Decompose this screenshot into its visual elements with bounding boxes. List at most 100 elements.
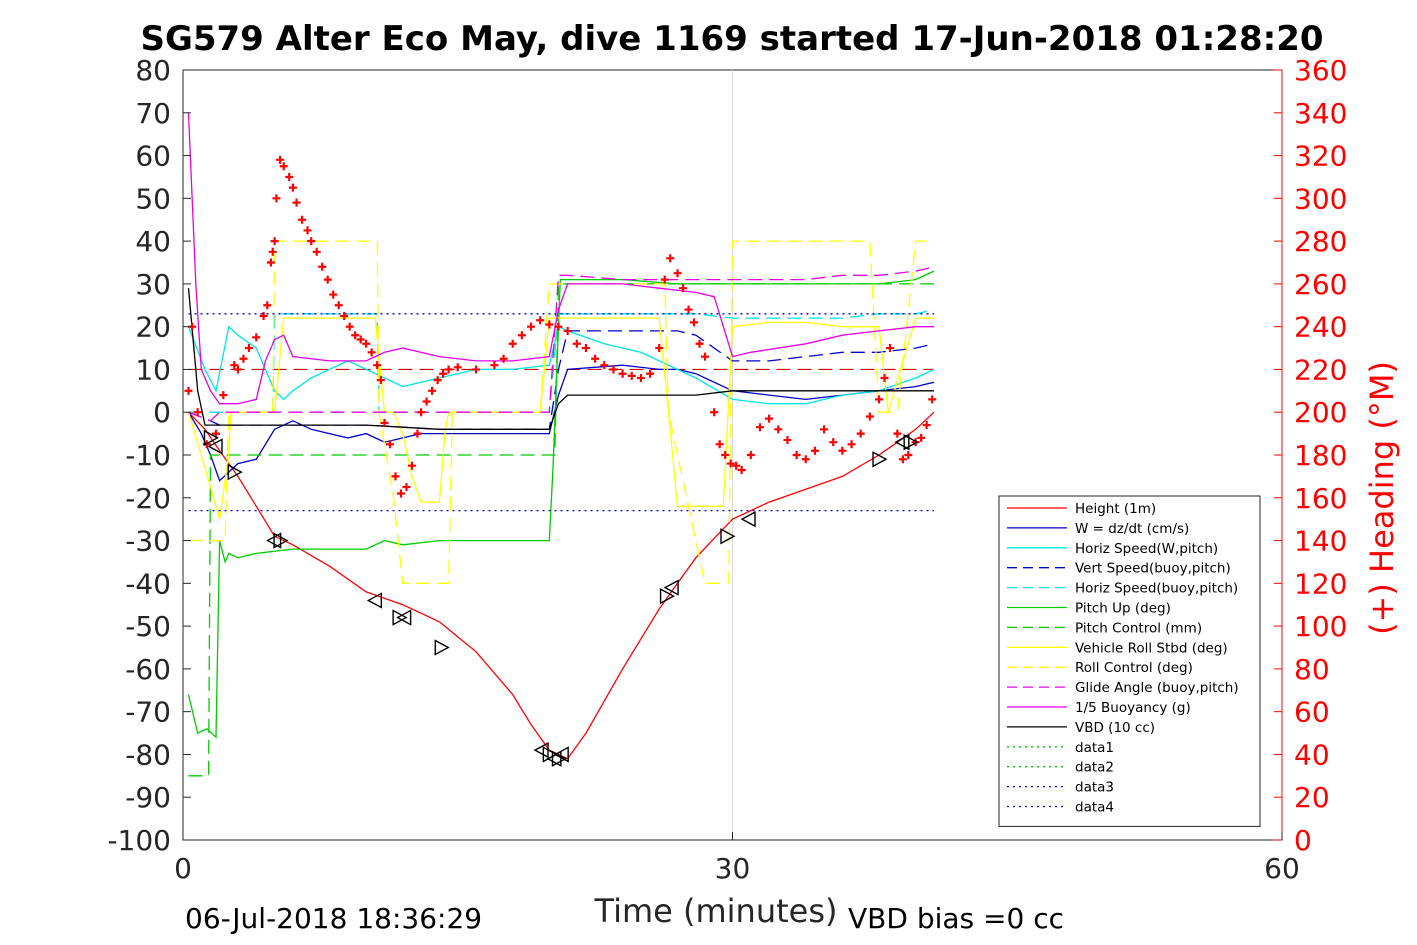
- left-tick-label: -70: [125, 696, 171, 729]
- x-axis-label: Time (minutes): [594, 892, 838, 930]
- heading-marker: [655, 344, 664, 353]
- heading-marker: [666, 254, 675, 263]
- heading-marker: [233, 365, 242, 374]
- heading-marker: [345, 322, 354, 331]
- heading-marker: [439, 369, 448, 378]
- right-y-axis-label: (+) Heading (°M): [1363, 361, 1401, 635]
- turn-marker: [903, 433, 919, 451]
- heading-marker: [508, 339, 517, 348]
- heading-marker: [755, 423, 764, 432]
- turn-marker: [203, 429, 219, 447]
- heading-marker: [433, 376, 442, 385]
- turn-marker: [207, 438, 223, 455]
- heading-marker: [340, 311, 349, 320]
- legend-label: data2: [1075, 760, 1114, 776]
- right-tick-label: 240: [1294, 311, 1347, 344]
- right-tick-label: 320: [1294, 140, 1347, 173]
- heading-marker: [453, 363, 462, 372]
- heading-marker: [847, 440, 856, 449]
- turn-marker: [659, 587, 676, 605]
- legend-label: Vehicle Roll Stbd (deg): [1075, 640, 1228, 656]
- heading-marker: [276, 155, 285, 164]
- heading-marker: [239, 354, 248, 363]
- heading-marker: [490, 361, 499, 370]
- left-tick-label: 20: [135, 311, 171, 344]
- heading-marker: [288, 183, 297, 192]
- heading-marker: [600, 361, 609, 370]
- left-tick-label: -80: [125, 738, 171, 771]
- heading-marker: [193, 408, 202, 417]
- heading-marker: [402, 483, 411, 492]
- heading-marker: [554, 322, 563, 331]
- heading-marker: [572, 339, 581, 348]
- heading-marker: [362, 339, 371, 348]
- heading-marker: [695, 339, 704, 348]
- legend-label: Vert Speed(buoy,pitch): [1075, 561, 1231, 577]
- plot-area: [182, 69, 1283, 841]
- heading-marker: [517, 331, 526, 340]
- series-line-10: [187, 112, 934, 405]
- legend-label: Pitch Control (mm): [1075, 620, 1202, 636]
- heading-marker: [356, 335, 365, 344]
- heading-marker: [774, 425, 783, 434]
- left-tick-label: 30: [135, 268, 171, 301]
- right-tick-label: 0: [1294, 824, 1312, 857]
- series-layer: [187, 112, 935, 777]
- heading-marker: [865, 412, 874, 421]
- heading-marker: [875, 395, 884, 404]
- heading-marker: [765, 414, 774, 423]
- heading-marker: [673, 269, 682, 278]
- heading-marker: [298, 215, 307, 224]
- left-tick-label: 0: [153, 396, 171, 429]
- heading-marker: [922, 421, 931, 430]
- right-tick-label: 160: [1294, 482, 1347, 515]
- right-tick-label: 180: [1294, 439, 1347, 472]
- heading-marker: [746, 451, 755, 459]
- heading-marker: [893, 429, 902, 438]
- heading-marker: [303, 226, 312, 235]
- heading-marker: [581, 344, 590, 353]
- right-tick-label: 120: [1294, 567, 1347, 600]
- heading-marker: [886, 344, 895, 353]
- right-tick-label: 140: [1294, 525, 1347, 558]
- turn-marker: [872, 451, 888, 468]
- series-line-9: [188, 266, 935, 422]
- left-tick-label: -50: [125, 610, 171, 643]
- heading-marker: [563, 326, 572, 335]
- x-tick-label: 30: [715, 852, 751, 885]
- right-tick-label: 360: [1294, 54, 1347, 87]
- heading-marker: [618, 369, 627, 378]
- heading-marker: [367, 348, 376, 357]
- legend-label: Pitch Up (deg): [1075, 601, 1171, 617]
- left-tick-label: 50: [135, 182, 171, 215]
- heading-marker: [591, 354, 600, 363]
- heading-marker: [690, 318, 699, 327]
- right-tick-label: 260: [1294, 268, 1347, 301]
- heading-marker: [609, 365, 618, 374]
- turn-marker: [434, 639, 450, 656]
- right-tick-label: 40: [1294, 738, 1330, 771]
- heading-marker: [838, 446, 847, 455]
- heading-marker: [329, 290, 338, 299]
- series-line-1: [187, 364, 935, 482]
- turn-marker: [273, 532, 289, 549]
- heading-marker: [792, 451, 801, 459]
- heading-marker: [351, 331, 360, 340]
- heading-marker: [292, 198, 301, 207]
- legend-label: 1/5 Buoyancy (g): [1075, 700, 1191, 716]
- heading-marker: [268, 247, 277, 256]
- heading-marker: [801, 455, 810, 464]
- heading-marker: [334, 301, 343, 310]
- heading-marker: [270, 237, 279, 246]
- legend-label: data1: [1075, 740, 1114, 756]
- left-tick-label: -90: [125, 781, 171, 814]
- legend-label: Horiz Speed(W,pitch): [1075, 541, 1218, 557]
- legend: Height (1m) W = dz/dt (cm/s) Horiz Speed(W…: [998, 495, 1261, 827]
- heading-marker: [391, 472, 400, 481]
- heading-marker: [312, 247, 321, 256]
- heading-marker: [373, 361, 382, 370]
- heading-marker: [230, 361, 239, 370]
- heading-marker: [385, 440, 394, 449]
- turn-marker: [894, 433, 910, 451]
